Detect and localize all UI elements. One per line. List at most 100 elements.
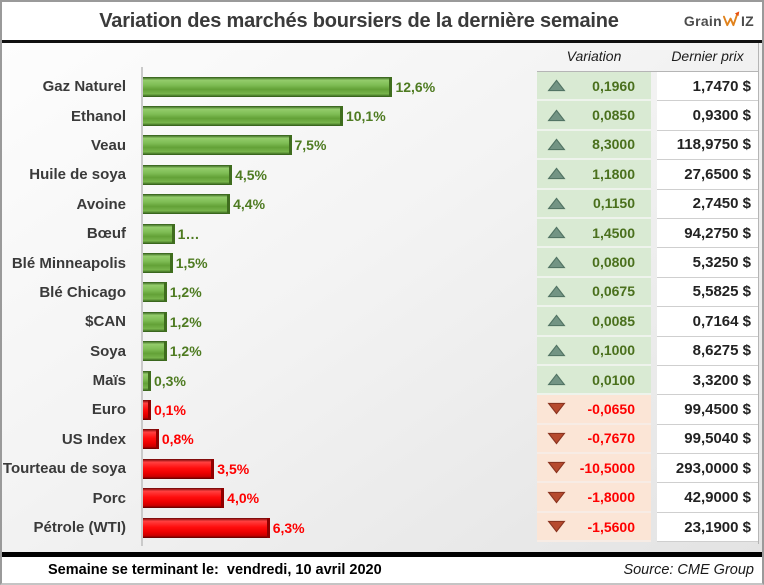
source-label: Source: CME Group bbox=[623, 562, 754, 578]
page-title: Variation des marchés boursiers de la de… bbox=[99, 9, 619, 32]
bar-zone: 1,5% bbox=[134, 248, 537, 277]
category-label: Maïs bbox=[92, 372, 126, 390]
table-row: Porc 4,0% -1,8000 42,9000 $ bbox=[2, 483, 762, 513]
variation-value: 0,1150 bbox=[592, 195, 635, 212]
last-price-cell: 42,9000 $ bbox=[657, 483, 758, 513]
bar-value-label: 1,2% bbox=[169, 313, 202, 330]
last-price-cell: 5,3250 $ bbox=[657, 248, 758, 278]
last-price-cell: 27,6500 $ bbox=[657, 160, 758, 190]
variation-bar bbox=[143, 135, 292, 156]
category-label: Tourteau de soya bbox=[2, 460, 126, 478]
category-label: Ethanol bbox=[71, 107, 126, 125]
table-row: Huile de soya 4,5% 1,1800 27,6500 $ bbox=[2, 160, 762, 190]
last-price-cell: 3,3200 $ bbox=[657, 365, 758, 396]
last-price-cell: 1,7470 $ bbox=[657, 72, 758, 102]
up-triangle-icon bbox=[547, 373, 566, 386]
category-label: Blé Chicago bbox=[39, 283, 126, 301]
last-price-cell: 99,5040 $ bbox=[657, 424, 758, 455]
bar-zone: 10,1% bbox=[134, 101, 537, 130]
variation-cell: 0,0850 bbox=[537, 101, 651, 131]
variation-cell: 0,1000 bbox=[537, 336, 651, 366]
bar-value-label: 0,3% bbox=[154, 372, 186, 389]
bar-value-label: 10,1% bbox=[345, 108, 386, 125]
variation-value: 8,3000 bbox=[592, 136, 635, 153]
bar-zone: 4,4% bbox=[134, 190, 537, 219]
table-row: Veau 7,5% 8,3000 118,9750 $ bbox=[2, 130, 762, 161]
bar-value-label: 4,4% bbox=[233, 196, 266, 213]
up-triangle-icon bbox=[547, 285, 566, 298]
bar-value-label: 0,8% bbox=[161, 431, 194, 448]
table-row: Soya 1,2% 0,1000 8,6275 $ bbox=[2, 336, 762, 366]
table-row: Ethanol 10,1% 0,0850 0,9300 $ bbox=[2, 101, 762, 131]
bar-zone: 0,8% bbox=[134, 425, 537, 454]
variation-bar bbox=[143, 223, 175, 244]
table-row: Avoine 4,4% 0,1150 2,7450 $ bbox=[2, 189, 762, 219]
variation-bar bbox=[143, 253, 173, 274]
bar-zone: 4,5% bbox=[134, 160, 537, 189]
bar-zone: 1… bbox=[134, 219, 537, 248]
logo-text-prefix: Grain bbox=[683, 13, 722, 29]
category-label: Euro bbox=[91, 401, 126, 419]
bar-value-label: 3,5% bbox=[217, 460, 250, 477]
variation-value: 0,1000 bbox=[592, 342, 635, 359]
variation-cell: 0,0675 bbox=[537, 277, 651, 308]
variation-value: 1,4500 bbox=[592, 224, 635, 241]
last-price-cell: 5,5825 $ bbox=[657, 277, 758, 308]
footer-bar: Semaine se terminant le: vendredi, 10 av… bbox=[2, 552, 762, 583]
variation-bar bbox=[143, 488, 225, 509]
variation-cell: -0,7670 bbox=[537, 424, 651, 455]
variation-value: 0,0100 bbox=[592, 371, 635, 388]
variation-bar bbox=[143, 458, 215, 479]
bar-zone: 4,0% bbox=[134, 483, 537, 512]
variation-cell: -0,0650 bbox=[537, 395, 651, 425]
rows-container: Gaz Naturel 12,6% 0,1960 1,7470 $ Ethano… bbox=[2, 72, 762, 543]
variation-cell: 0,1960 bbox=[537, 72, 651, 102]
variation-value: -1,8000 bbox=[587, 489, 635, 506]
variation-value: -0,0650 bbox=[587, 400, 635, 417]
variation-cell: 1,4500 bbox=[537, 218, 651, 249]
variation-value: 1,1800 bbox=[592, 165, 635, 182]
logo-text-suffix: IZ bbox=[740, 13, 754, 29]
bar-value-label: 1… bbox=[177, 225, 200, 242]
variation-bar bbox=[143, 76, 393, 97]
variation-value: 0,0675 bbox=[592, 283, 635, 300]
category-label: Porc bbox=[92, 489, 126, 507]
bar-value-label: 7,5% bbox=[294, 137, 327, 154]
category-label: Blé Minneapolis bbox=[11, 254, 126, 272]
up-triangle-icon bbox=[547, 109, 566, 121]
bar-value-label: 12,6% bbox=[395, 78, 436, 95]
variation-cell: 0,1150 bbox=[537, 189, 651, 219]
variation-bar bbox=[143, 399, 151, 420]
last-price-cell: 23,1900 $ bbox=[657, 512, 758, 543]
up-triangle-icon bbox=[547, 314, 566, 327]
down-triangle-icon bbox=[547, 432, 566, 445]
bar-value-label: 4,0% bbox=[227, 490, 260, 507]
up-triangle-icon bbox=[547, 344, 566, 356]
bar-zone: 0,1% bbox=[134, 395, 537, 424]
header-underline bbox=[537, 71, 758, 72]
variation-bar bbox=[143, 341, 167, 362]
grainwiz-logo: Grain IZ bbox=[684, 11, 754, 29]
bar-value-label: 6,3% bbox=[272, 519, 305, 536]
variation-bar bbox=[143, 311, 167, 332]
last-price-cell: 94,2750 $ bbox=[657, 218, 758, 249]
bar-zone: 7,5% bbox=[134, 131, 537, 160]
down-triangle-icon bbox=[547, 403, 566, 416]
last-price-cell: 118,9750 $ bbox=[657, 130, 758, 161]
last-price-column-header: Dernier prix bbox=[671, 48, 744, 64]
variation-value: 0,0085 bbox=[592, 312, 635, 329]
variation-cell: -10,5000 bbox=[537, 454, 651, 484]
last-price-cell: 99,4500 $ bbox=[657, 395, 758, 425]
category-label: US Index bbox=[61, 430, 126, 448]
variation-value: 0,0800 bbox=[592, 254, 635, 271]
variation-cell: 0,0100 bbox=[537, 365, 651, 396]
week-ending-label: Semaine se terminant le: vendredi, 10 av… bbox=[48, 562, 382, 578]
variation-cell: -1,8000 bbox=[537, 483, 651, 513]
variation-value: 0,1960 bbox=[592, 77, 635, 94]
last-price-cell: 0,9300 $ bbox=[657, 101, 758, 131]
bar-zone: 1,2% bbox=[134, 307, 537, 336]
variation-cell: 0,0085 bbox=[537, 307, 651, 337]
bar-value-label: 1,2% bbox=[169, 284, 202, 301]
variation-value: 0,0850 bbox=[592, 107, 635, 124]
variation-cell: -1,5600 bbox=[537, 512, 651, 543]
